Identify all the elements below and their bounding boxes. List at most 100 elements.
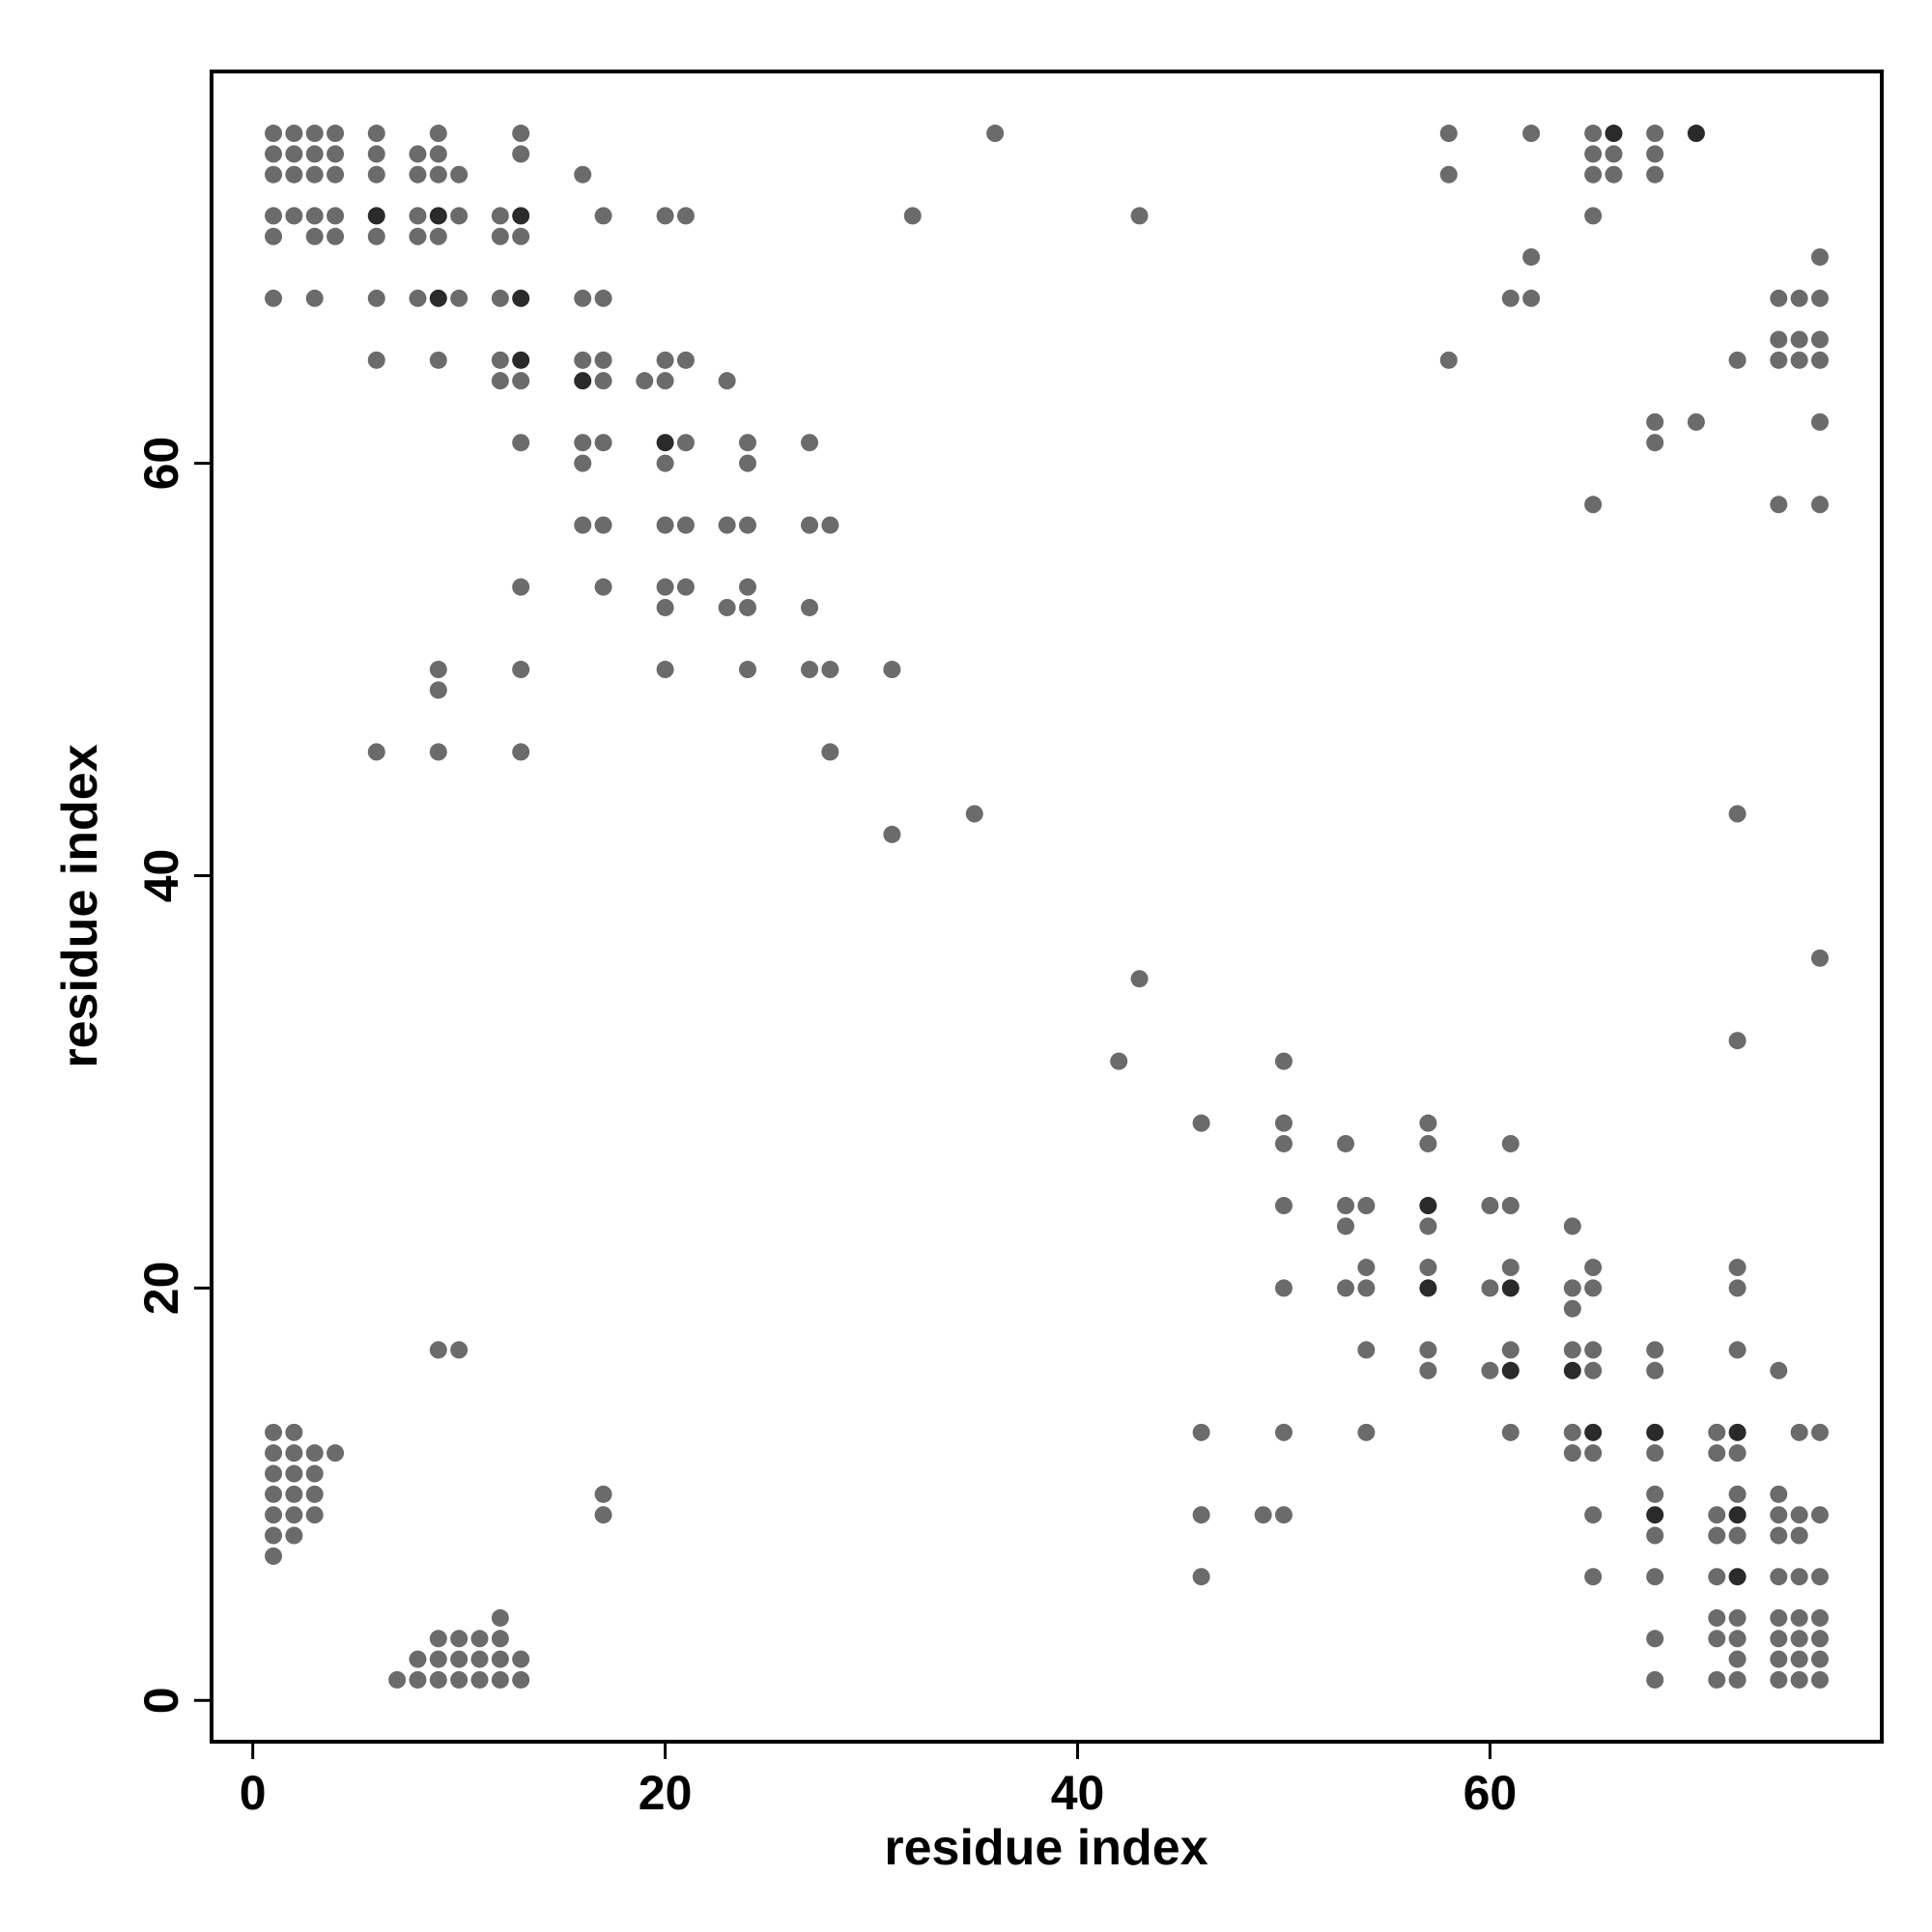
point	[367, 207, 385, 225]
point	[1728, 1423, 1747, 1441]
point	[1810, 289, 1829, 307]
point	[1274, 1134, 1293, 1152]
point	[265, 1444, 283, 1463]
point	[327, 227, 345, 245]
point	[1708, 1608, 1726, 1627]
point	[1708, 1568, 1726, 1586]
point	[450, 289, 469, 307]
point	[265, 125, 283, 143]
point	[1274, 1279, 1293, 1297]
point	[491, 1630, 509, 1648]
point	[1770, 1506, 1788, 1524]
point	[1790, 1423, 1808, 1441]
point	[265, 1526, 283, 1545]
point	[491, 1670, 509, 1689]
point	[594, 1485, 612, 1503]
point	[1728, 1670, 1747, 1689]
point	[1770, 1568, 1788, 1586]
point	[676, 516, 695, 534]
point	[656, 372, 674, 390]
point	[1728, 1279, 1747, 1297]
point	[1584, 125, 1603, 143]
point	[1790, 1670, 1808, 1689]
point	[656, 454, 674, 472]
point	[512, 578, 530, 596]
point	[285, 125, 303, 143]
point	[594, 578, 612, 596]
point	[1770, 289, 1788, 307]
point	[429, 1650, 447, 1668]
point	[1439, 165, 1458, 184]
point	[656, 661, 674, 679]
point	[636, 372, 654, 390]
point	[512, 1670, 530, 1689]
point	[1501, 1423, 1520, 1441]
point	[1522, 289, 1541, 307]
point	[1810, 1650, 1829, 1668]
point	[1563, 1444, 1581, 1463]
point	[265, 289, 283, 307]
point	[738, 661, 756, 679]
point	[1646, 1568, 1664, 1586]
point	[1584, 1444, 1603, 1463]
point	[1563, 1361, 1581, 1379]
point	[470, 1670, 489, 1689]
point	[1790, 1650, 1808, 1668]
point	[1584, 1279, 1603, 1297]
point	[594, 516, 612, 534]
point	[1708, 1444, 1726, 1463]
point	[285, 207, 303, 225]
point	[801, 434, 819, 452]
point	[1646, 412, 1664, 431]
point	[1605, 145, 1623, 163]
point	[470, 1650, 489, 1668]
point	[1563, 1217, 1581, 1236]
point	[801, 516, 819, 534]
point	[1130, 207, 1149, 225]
point	[594, 351, 612, 369]
x-axis-label: residue index	[884, 1820, 1208, 1876]
point	[1770, 1361, 1788, 1379]
point	[265, 1506, 283, 1524]
point	[1728, 1630, 1747, 1648]
point	[1584, 496, 1603, 514]
point	[512, 289, 530, 307]
point	[1357, 1341, 1376, 1359]
point	[1192, 1568, 1210, 1586]
point	[1790, 1630, 1808, 1648]
point	[1192, 1423, 1210, 1441]
point	[1790, 1526, 1808, 1545]
point	[1790, 289, 1808, 307]
point	[512, 372, 530, 390]
point	[1419, 1361, 1437, 1379]
point	[1501, 1197, 1520, 1215]
point	[285, 1485, 303, 1503]
point	[327, 125, 345, 143]
point	[1481, 1279, 1499, 1297]
point	[676, 351, 695, 369]
point	[409, 227, 427, 245]
point	[305, 125, 324, 143]
point	[450, 207, 469, 225]
point	[1770, 351, 1788, 369]
point	[1708, 1526, 1726, 1545]
point	[491, 289, 509, 307]
point	[327, 165, 345, 184]
point	[491, 1650, 509, 1668]
point	[409, 165, 427, 184]
point	[1646, 125, 1664, 143]
point	[883, 825, 901, 843]
point	[388, 1670, 407, 1689]
point	[285, 1506, 303, 1524]
point	[429, 165, 447, 184]
point	[1274, 1197, 1293, 1215]
point	[1810, 1423, 1829, 1441]
point	[305, 289, 324, 307]
point	[1419, 1134, 1437, 1152]
point	[821, 661, 839, 679]
point	[367, 227, 385, 245]
point	[450, 1670, 469, 1689]
point	[1810, 351, 1829, 369]
x-tick-label: 60	[1463, 1766, 1518, 1820]
